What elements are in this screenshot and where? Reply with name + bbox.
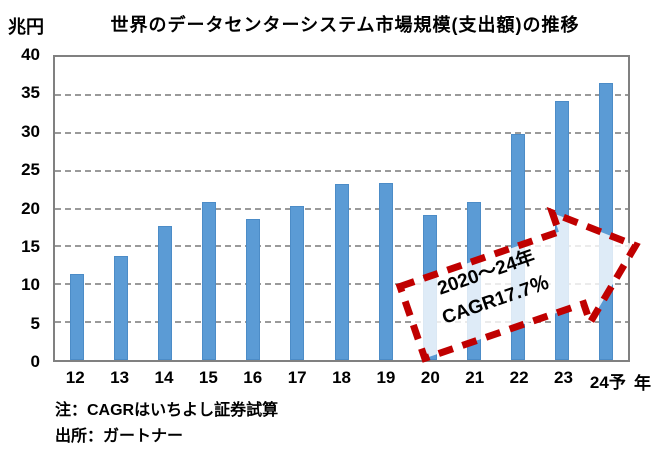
x-tick-label-21: 21 bbox=[465, 368, 485, 387]
x-tick-label-13: 13 bbox=[110, 368, 130, 387]
x-tick-label-14: 14 bbox=[154, 368, 174, 387]
bar-13 bbox=[114, 256, 129, 360]
y-tick-label-25: 25 bbox=[21, 160, 40, 180]
note-cagr: 注：CAGRはいちよし証券試算 bbox=[55, 402, 279, 419]
x-tick-label-20: 20 bbox=[420, 368, 440, 387]
x-axis-unit-label: 年 bbox=[634, 374, 651, 393]
note-source: 出所：ガートナー bbox=[55, 427, 184, 445]
y-tick-label-0: 0 bbox=[30, 352, 40, 371]
y-tick-label-5: 5 bbox=[30, 313, 40, 333]
y-tick-label-35: 35 bbox=[21, 83, 40, 103]
x-tick-label-22: 22 bbox=[509, 368, 529, 387]
x-tick-label-24予: 24予 bbox=[589, 373, 626, 392]
bar-14 bbox=[158, 225, 173, 360]
bar-19 bbox=[378, 182, 393, 360]
y-tick-label-15: 15 bbox=[21, 236, 40, 256]
bar-15 bbox=[202, 202, 217, 360]
y-tick-label-40: 40 bbox=[21, 45, 40, 64]
x-tick-label-15: 15 bbox=[198, 368, 218, 387]
gridline-30 bbox=[55, 131, 628, 134]
x-tick-label-18: 18 bbox=[332, 368, 351, 387]
block-arrow-icon bbox=[395, 206, 641, 363]
bar-16 bbox=[246, 219, 261, 360]
y-axis-unit-label: 兆円 bbox=[8, 17, 44, 37]
y-tick-label-20: 20 bbox=[21, 198, 40, 218]
x-tick-label-16: 16 bbox=[243, 368, 263, 387]
cagr-annotation: 2020〜24年 CAGR17.7％ bbox=[388, 186, 659, 383]
x-tick-label-12: 12 bbox=[65, 368, 85, 387]
x-tick-label-23: 23 bbox=[554, 368, 573, 387]
x-tick-label-17: 17 bbox=[287, 368, 307, 387]
y-tick-label-10: 10 bbox=[21, 275, 40, 295]
bar-12 bbox=[70, 274, 85, 360]
chart-title: 世界のデータセンターシステム市場規模(支出額)の推移 bbox=[110, 15, 580, 35]
y-axis: 0 5 10 15 20 25 30 35 40 bbox=[0, 45, 44, 371]
gridline-25 bbox=[55, 169, 628, 172]
bar-18 bbox=[334, 184, 349, 360]
gridline-35 bbox=[55, 93, 628, 96]
bar-17 bbox=[290, 206, 305, 360]
x-tick-label-19: 19 bbox=[376, 368, 396, 387]
x-axis: 12 13 14 15 16 17 18 19 20 21 22 23 24予 bbox=[53, 368, 630, 392]
footnotes: 注：CAGRはいちよし証券試算 出所：ガートナー bbox=[55, 398, 278, 449]
y-tick-label-30: 30 bbox=[21, 121, 40, 141]
